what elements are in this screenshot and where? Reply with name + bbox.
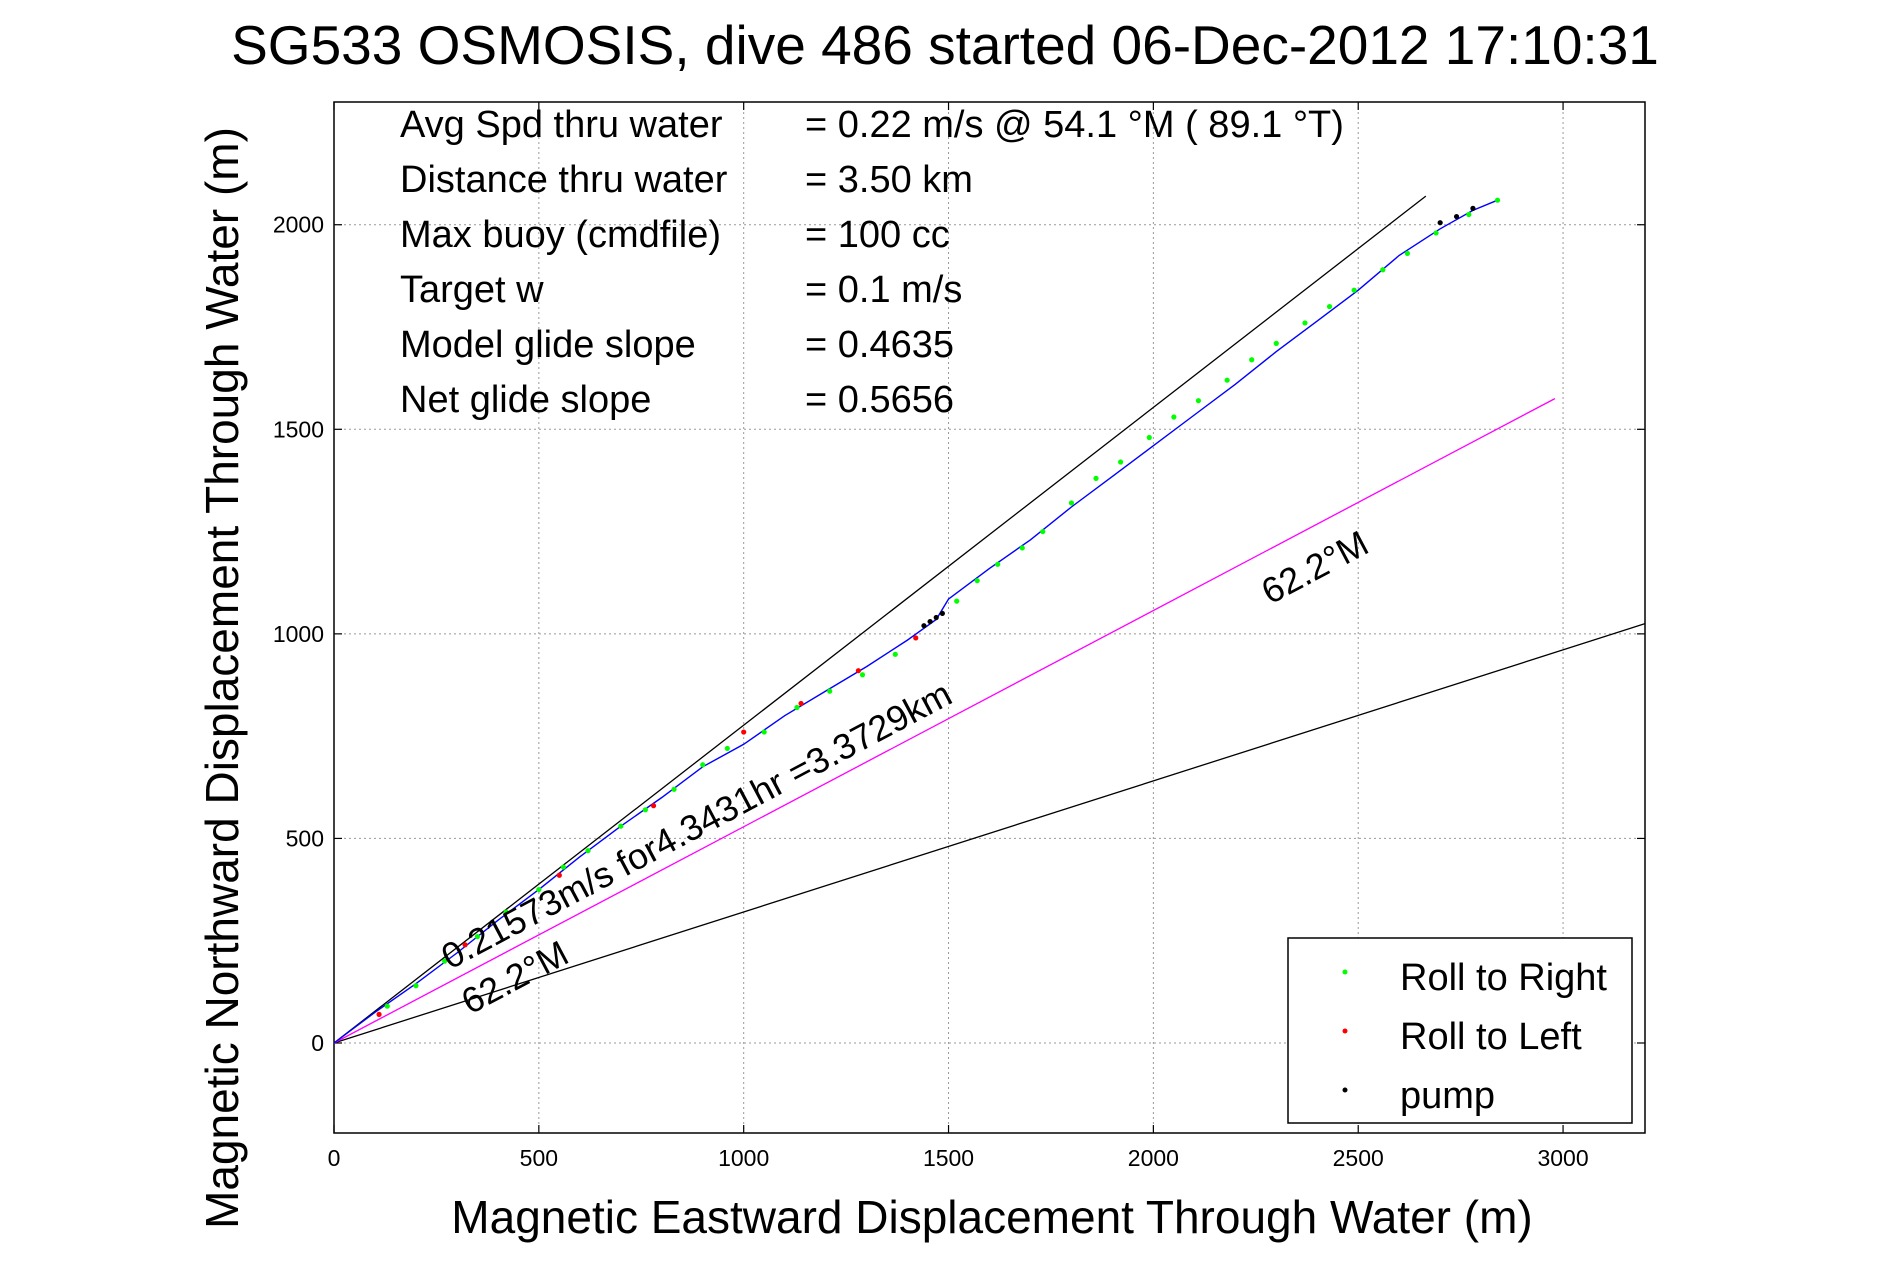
data-point xyxy=(1195,398,1202,404)
data-point xyxy=(1040,528,1046,535)
data-point xyxy=(560,864,567,870)
data-point xyxy=(585,848,591,854)
data-point xyxy=(503,909,509,915)
info-label: Target w xyxy=(400,269,544,311)
data-point xyxy=(798,700,804,707)
data-point xyxy=(700,762,706,768)
info-label: Avg Spd thru water xyxy=(400,104,723,146)
data-point xyxy=(1273,340,1279,346)
data-point xyxy=(1019,545,1025,551)
data-point xyxy=(536,886,542,893)
data-point xyxy=(855,668,862,674)
info-value: = 3.50 km xyxy=(805,159,973,201)
x-tick-label: 3000 xyxy=(1537,1145,1588,1171)
info-value: = 0.4635 xyxy=(805,324,954,366)
x-axis-ticks: 0 500 1000 1500 2000 2500 3000 xyxy=(328,102,1589,1171)
legend-marker-roll-left xyxy=(1342,1028,1348,1034)
reference-line-heading xyxy=(333,398,1556,1044)
y-axis-label: Magnetic Northward Displacement Through … xyxy=(196,127,248,1229)
reference-line-lower-bound xyxy=(333,623,1646,1044)
grid-lines xyxy=(334,102,1645,1133)
data-point xyxy=(442,958,448,964)
y-tick-label: 1000 xyxy=(273,621,324,647)
data-point xyxy=(939,610,945,617)
data-point xyxy=(618,823,624,829)
data-point xyxy=(921,623,927,629)
legend-marker-pump xyxy=(1342,1087,1348,1093)
data-point xyxy=(413,983,419,989)
legend-label: Roll to Right xyxy=(1400,957,1607,999)
data-point xyxy=(1494,197,1501,203)
data-point xyxy=(794,704,800,711)
info-value: = 100 cc xyxy=(805,214,950,256)
y-axis-ticks: 0 500 1000 1500 2000 xyxy=(273,212,1645,1056)
x-tick-label: 1000 xyxy=(718,1145,769,1171)
info-value: = 0.5656 xyxy=(805,379,954,421)
data-point xyxy=(892,651,898,657)
data-point xyxy=(1453,213,1460,220)
x-tick-label: 500 xyxy=(520,1145,558,1171)
data-point xyxy=(462,942,468,948)
data-point xyxy=(1224,377,1230,383)
data-point xyxy=(474,934,480,940)
data-point xyxy=(384,1003,390,1009)
data-point xyxy=(556,872,562,878)
chart-title: SG533 OSMOSIS, dive 486 started 06-Dec-2… xyxy=(231,14,1659,76)
data-point xyxy=(927,618,933,625)
data-point xyxy=(724,745,730,752)
x-tick-label: 2500 xyxy=(1333,1145,1384,1171)
data-point xyxy=(827,688,833,694)
data-point xyxy=(1146,434,1152,441)
data-point xyxy=(1068,500,1075,506)
data-point xyxy=(671,786,677,792)
data-point xyxy=(1380,267,1386,273)
data-point xyxy=(376,1011,382,1017)
data-point xyxy=(1118,459,1124,465)
x-tick-label: 1500 xyxy=(923,1145,974,1171)
info-label: Model glide slope xyxy=(400,324,696,366)
y-tick-label: 1500 xyxy=(273,416,324,442)
data-point xyxy=(741,729,747,735)
legend-label: pump xyxy=(1400,1075,1495,1117)
data-point xyxy=(913,635,919,641)
data-point xyxy=(761,729,767,735)
info-value: = 0.1 m/s xyxy=(805,269,962,311)
reference-lines xyxy=(333,195,1646,1044)
data-point xyxy=(642,807,648,813)
data-point xyxy=(1404,250,1410,256)
info-label: Net glide slope xyxy=(400,379,651,421)
x-axis-label: Magnetic Eastward Displacement Through W… xyxy=(451,1191,1532,1243)
x-tick-label: 0 xyxy=(328,1145,341,1171)
data-point xyxy=(974,578,980,584)
reference-line-upper-bound xyxy=(333,195,1427,1044)
data-point xyxy=(1437,220,1443,226)
data-point xyxy=(1351,287,1357,293)
data-point xyxy=(1326,303,1333,310)
legend-label: Roll to Left xyxy=(1400,1016,1582,1058)
y-tick-label: 500 xyxy=(286,825,324,851)
info-label: Distance thru water xyxy=(400,159,728,201)
info-value: = 0.22 m/s @ 54.1 °M ( 89.1 °T) xyxy=(805,104,1344,146)
data-point xyxy=(1470,205,1476,211)
x-tick-label: 2000 xyxy=(1128,1145,1179,1171)
data-point xyxy=(995,561,1001,567)
data-point xyxy=(650,803,657,809)
legend-marker-roll-right xyxy=(1342,969,1348,975)
data-point xyxy=(933,614,939,621)
data-point xyxy=(1093,475,1099,481)
info-label: Max buoy (cmdfile) xyxy=(400,214,721,256)
data-point xyxy=(1171,414,1177,420)
y-tick-label: 0 xyxy=(311,1030,324,1056)
data-point xyxy=(1466,211,1472,218)
data-point xyxy=(1433,230,1439,236)
y-tick-label: 2000 xyxy=(273,212,324,238)
legend: Roll to Right Roll to Left pump xyxy=(1287,937,1633,1124)
data-point xyxy=(1249,357,1255,363)
series xyxy=(333,197,1501,1044)
info-panel: Avg Spd thru water = 0.22 m/s @ 54.1 °M … xyxy=(400,104,1344,421)
data-point xyxy=(1302,320,1308,326)
data-point xyxy=(859,672,866,678)
data-point xyxy=(954,598,960,604)
